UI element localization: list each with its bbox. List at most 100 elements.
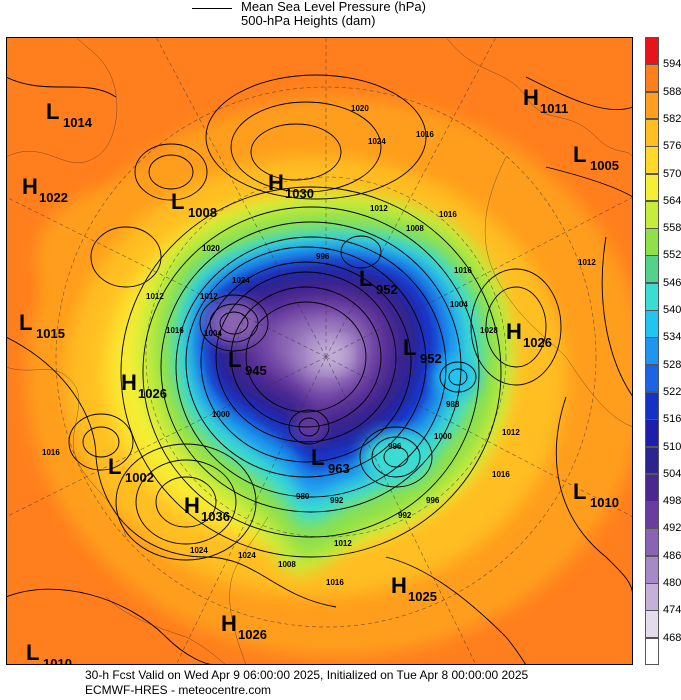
pressure-center-letter: L: [228, 347, 241, 372]
isobar-label: 1012: [502, 428, 520, 437]
isobar-label: 1000: [212, 410, 230, 419]
colorbar-tick-label: 540: [663, 304, 681, 317]
isobar-labels: 1020 1024 1016 1012 1016 1008 1020 996 1012 1012 1…: [42, 104, 596, 587]
colorbar-tick-label: 510: [663, 440, 681, 453]
colorbar-tick-label: 594: [663, 58, 681, 71]
colorbar-tick-label: 588: [663, 85, 681, 98]
colorbar-cell: [645, 391, 659, 420]
pressure-center-letter: H: [268, 170, 284, 195]
high-pressure-center: H 1026: [506, 319, 552, 350]
pressure-center-letter: H: [184, 493, 200, 518]
isobar-label: 1012: [578, 258, 596, 267]
pressure-center-value: 1026: [138, 386, 167, 401]
pressure-center-letter: L: [108, 454, 121, 479]
isobar-label: 1024: [368, 137, 386, 146]
lat-lon-grid: [6, 37, 633, 665]
pressure-center-value: 1015: [36, 326, 65, 341]
low-pressure-center: L 1014: [46, 99, 93, 130]
low-pressure-center: L 1010: [573, 479, 619, 510]
colorbar-cell: [645, 64, 659, 93]
pressure-center-value: 1026: [238, 627, 267, 642]
colorbar-tick-label: 534: [663, 331, 681, 344]
colorbar-tick-label: 486: [663, 549, 681, 562]
isobar-label: 1016: [326, 578, 344, 587]
mslp-line-sample: [192, 8, 232, 9]
colorbar-cell: [645, 473, 659, 502]
colorbar-cell: [645, 583, 659, 611]
pressure-center-letter: L: [171, 189, 184, 214]
high-pressure-center: H 1030: [268, 170, 314, 201]
coastlines: [6, 37, 633, 665]
pressure-center-letter: L: [311, 445, 324, 470]
low-pressure-center: L 1002: [108, 454, 154, 485]
isobar-label: 1024: [232, 276, 250, 285]
pressure-center-value: 1010: [43, 656, 72, 665]
map-footer: 30-h Fcst Valid on Wed Apr 9 06:00:00 20…: [0, 668, 681, 700]
isobar-label: 1004: [204, 329, 222, 338]
heights-legend-label: 500-hPa Heights (dam): [241, 13, 376, 28]
isobar-label: 1012: [200, 292, 218, 301]
pressure-center-value: 1014: [63, 115, 93, 130]
isobar-label: 1024: [190, 546, 208, 555]
colorbar-cell: [645, 446, 659, 475]
isobar-label: 992: [330, 496, 344, 505]
pressure-center-value: 1025: [408, 589, 437, 604]
colorbar-tick-label: 498: [663, 495, 681, 508]
colorbar-cell: [645, 228, 659, 256]
pressure-center-letter: L: [359, 266, 372, 291]
pressure-center-value: 1036: [201, 509, 230, 524]
pressure-center-value: 952: [376, 282, 398, 297]
colorbar-cell: [645, 173, 659, 202]
high-pressure-center: H 1026: [121, 370, 167, 401]
isobar-label: 996: [426, 496, 440, 505]
high-pressure-center: H 1022: [22, 174, 68, 205]
low-pressure-center: L 945: [228, 347, 267, 378]
isobar-label: 1016: [166, 326, 184, 335]
colorbar-tick-label: 522: [663, 385, 681, 398]
pressure-center-value: 1010: [590, 495, 619, 510]
colorbar-cell: [645, 91, 659, 120]
colorbar-tick-label: 492: [663, 522, 681, 535]
isobar-label: 1012: [146, 292, 164, 301]
isobar-label: 1016: [454, 266, 472, 275]
isobar-label: 1016: [416, 130, 434, 139]
map-frame: [6, 37, 633, 665]
pressure-center-letter: H: [216, 662, 232, 665]
colorbar-cell: [645, 282, 659, 311]
pressure-center-value: 945: [245, 363, 267, 378]
weather-map: 1020 1024 1016 1012 1016 1008 1020 996 1012 1012 1…: [6, 37, 633, 665]
map-legend: Mean Sea Level Pressure (hPa) 500-hPa He…: [0, 0, 681, 34]
isobar-label: 1020: [351, 104, 369, 113]
pressure-center-value: 1002: [125, 470, 154, 485]
high-pressure-center: H 1026: [221, 611, 267, 642]
isobar-label: 980: [296, 492, 310, 501]
mslp-isobars: [6, 74, 633, 665]
low-pressure-center: L 952: [359, 266, 398, 297]
isobar-label: 1012: [370, 204, 388, 213]
colorbar-tick-label: 552: [663, 249, 681, 262]
colorbar-tick-label: 528: [663, 358, 681, 371]
colorbar-cell: [645, 419, 659, 448]
isobar-label: 1000: [434, 432, 452, 441]
colorbar-cell: [645, 37, 659, 65]
isobar-label: 992: [398, 511, 412, 520]
pressure-center-value: 952: [420, 351, 442, 366]
colorbar-cell: [645, 255, 659, 284]
low-pressure-center: L 1005: [573, 142, 619, 173]
high-pressure-center: H 1036: [184, 493, 230, 524]
colorbar-tick-label: 546: [663, 276, 681, 289]
low-pressure-center: L 963: [311, 445, 350, 476]
pressure-center-letter: L: [19, 310, 32, 335]
colorbar-cell: [645, 337, 659, 366]
pressure-center-letter: L: [403, 335, 416, 360]
isobar-label: 1004: [450, 300, 468, 309]
high-pressure-center: H 1011: [523, 85, 568, 116]
pressure-center-letter: L: [26, 640, 39, 665]
pressure-center-letter: L: [573, 479, 586, 504]
pressure-center-letter: L: [573, 142, 586, 167]
colorbar-cell: [645, 200, 659, 229]
colorbar-cell: [645, 555, 659, 584]
isobar-label: 1016: [492, 470, 510, 479]
pressure-center-letter: H: [391, 573, 407, 598]
colorbar-cell: [645, 310, 659, 338]
